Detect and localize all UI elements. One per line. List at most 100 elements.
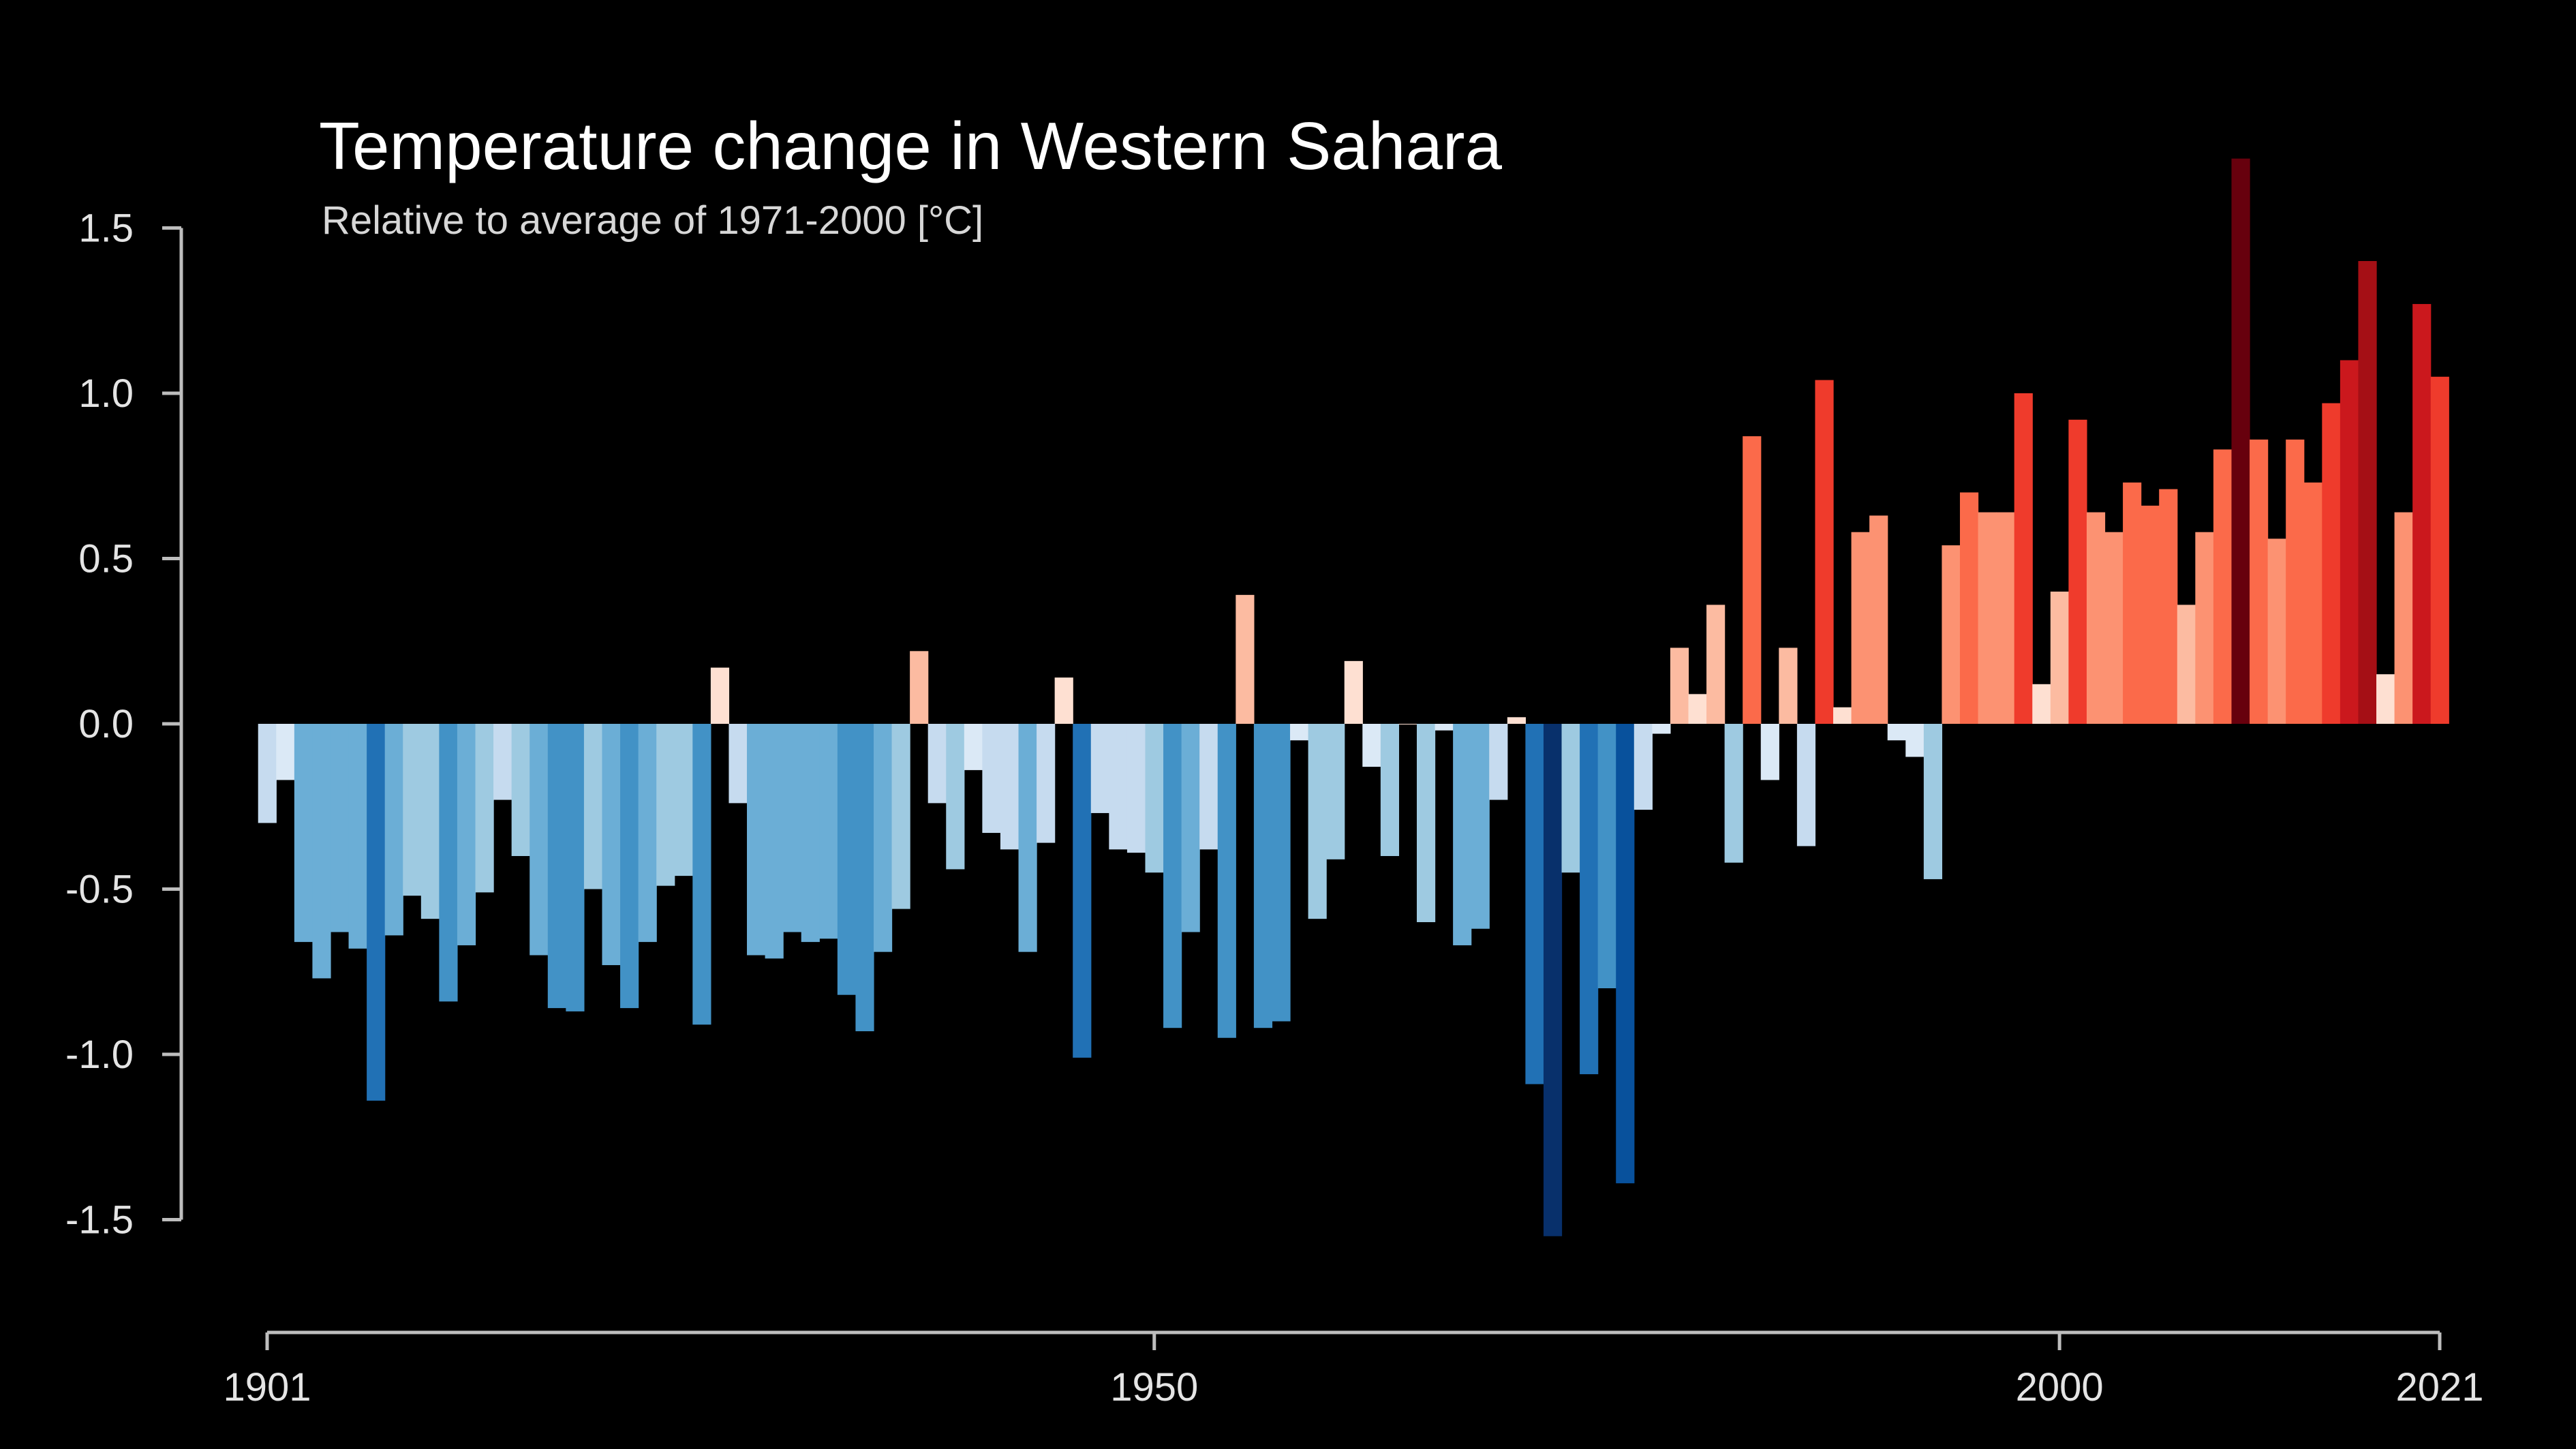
y-tick-label: -0.5 <box>65 868 134 912</box>
bar-2021 <box>2430 376 2449 724</box>
bar-1910 <box>420 724 440 919</box>
bar-2016 <box>2340 360 2359 724</box>
bar-1933 <box>837 724 857 995</box>
chart-subtitle: Relative to average of 1971-2000 [°C] <box>322 198 983 243</box>
bar-1961 <box>1344 660 1363 724</box>
bar-1976 <box>1616 724 1635 1184</box>
bar-1987 <box>1815 380 1834 724</box>
bar-1966 <box>1435 724 1454 731</box>
bar-1907 <box>367 724 386 1101</box>
x-tick-label: 1901 <box>223 1365 311 1409</box>
bar-2009 <box>2213 449 2233 724</box>
bar-2004 <box>2123 482 2142 724</box>
bar-1943 <box>1018 724 1037 952</box>
bar-1994 <box>1942 545 1961 724</box>
bar-1965 <box>1416 724 1436 922</box>
bar-1963 <box>1380 724 1400 856</box>
bar-1949 <box>1126 724 1146 853</box>
bar-1982 <box>1724 724 1743 863</box>
bar-1920 <box>602 724 621 966</box>
bar-2010 <box>2231 158 2250 724</box>
y-tick-label: 1.0 <box>78 371 134 416</box>
bar-2015 <box>2322 403 2341 724</box>
bar-1988 <box>1833 707 1852 724</box>
bar-1940 <box>964 724 983 770</box>
bar-1977 <box>1634 724 1653 810</box>
bar-1995 <box>1959 492 1979 724</box>
bar-1986 <box>1796 724 1816 846</box>
bar-1992 <box>1905 724 1925 757</box>
y-tick-label: -1.5 <box>65 1198 134 1242</box>
bar-1989 <box>1851 532 1870 724</box>
bar-1936 <box>891 724 910 909</box>
chart-title: Temperature change in Western Sahara <box>319 108 1502 183</box>
bar-1939 <box>946 724 965 870</box>
bar-1979 <box>1670 647 1689 724</box>
bar-1958 <box>1290 724 1309 741</box>
bar-2008 <box>2195 532 2214 724</box>
bar-2000 <box>2050 592 2069 724</box>
bar-1968 <box>1471 724 1490 929</box>
bar-1990 <box>1869 515 1888 724</box>
bar-2011 <box>2250 439 2269 724</box>
bar-1948 <box>1109 724 1128 850</box>
bar-1975 <box>1597 724 1616 988</box>
bar-1956 <box>1253 724 1273 1028</box>
bar-1971 <box>1525 724 1544 1084</box>
bar-1981 <box>1706 605 1726 724</box>
bar-2012 <box>2267 538 2286 724</box>
bar-2002 <box>2086 512 2106 724</box>
bar-1922 <box>638 724 657 943</box>
bar-1953 <box>1199 724 1218 850</box>
bar-1996 <box>1978 512 1997 724</box>
bar-1923 <box>656 724 675 886</box>
bar-1931 <box>801 724 820 943</box>
bar-1925 <box>692 724 711 1025</box>
bar-1944 <box>1037 724 1056 843</box>
bar-1959 <box>1308 724 1327 919</box>
bar-1954 <box>1217 724 1236 1038</box>
bar-2013 <box>2286 439 2305 724</box>
bar-2007 <box>2177 605 2196 724</box>
bar-1932 <box>819 724 838 939</box>
y-tick-label: -1.0 <box>65 1033 134 1077</box>
x-tick-label: 1950 <box>1110 1365 1198 1409</box>
bar-1903 <box>294 724 313 943</box>
x-tick-label: 2021 <box>2395 1365 2483 1409</box>
bar-1960 <box>1326 724 1345 859</box>
bar-1937 <box>910 651 929 724</box>
bar-1941 <box>982 724 1001 834</box>
bar-1997 <box>1996 512 2015 724</box>
bar-1967 <box>1453 724 1472 945</box>
bar-1902 <box>276 724 295 780</box>
bar-1930 <box>783 724 802 932</box>
bar-2019 <box>2394 512 2413 724</box>
bar-1916 <box>530 724 549 956</box>
bars-group <box>258 158 2449 1236</box>
bar-2001 <box>2068 419 2087 724</box>
y-axis: 1.5 1.0 0.5 0.0 -0.5 -1.0 -1.5 <box>65 207 183 1242</box>
bar-1950 <box>1145 724 1164 873</box>
bar-2020 <box>2412 304 2432 724</box>
bar-1991 <box>1887 724 1906 741</box>
bar-1906 <box>348 724 367 949</box>
bar-1911 <box>439 724 458 1002</box>
bar-2003 <box>2104 532 2123 724</box>
bar-1934 <box>855 724 874 1032</box>
bar-1985 <box>1779 647 1798 724</box>
bar-1973 <box>1561 724 1580 873</box>
bar-1938 <box>927 724 947 804</box>
bar-2018 <box>2376 674 2395 724</box>
bar-1905 <box>330 724 350 932</box>
bar-1951 <box>1163 724 1182 1028</box>
bar-2017 <box>2358 261 2377 724</box>
bar-1945 <box>1054 677 1073 724</box>
bar-1912 <box>457 724 476 945</box>
bar-1915 <box>511 724 530 856</box>
bar-1978 <box>1652 724 1671 734</box>
bar-1955 <box>1236 594 1255 724</box>
bar-1927 <box>729 724 748 804</box>
y-tick-label: 0.0 <box>78 702 134 746</box>
bar-1970 <box>1507 717 1526 724</box>
bar-1957 <box>1272 724 1291 1022</box>
